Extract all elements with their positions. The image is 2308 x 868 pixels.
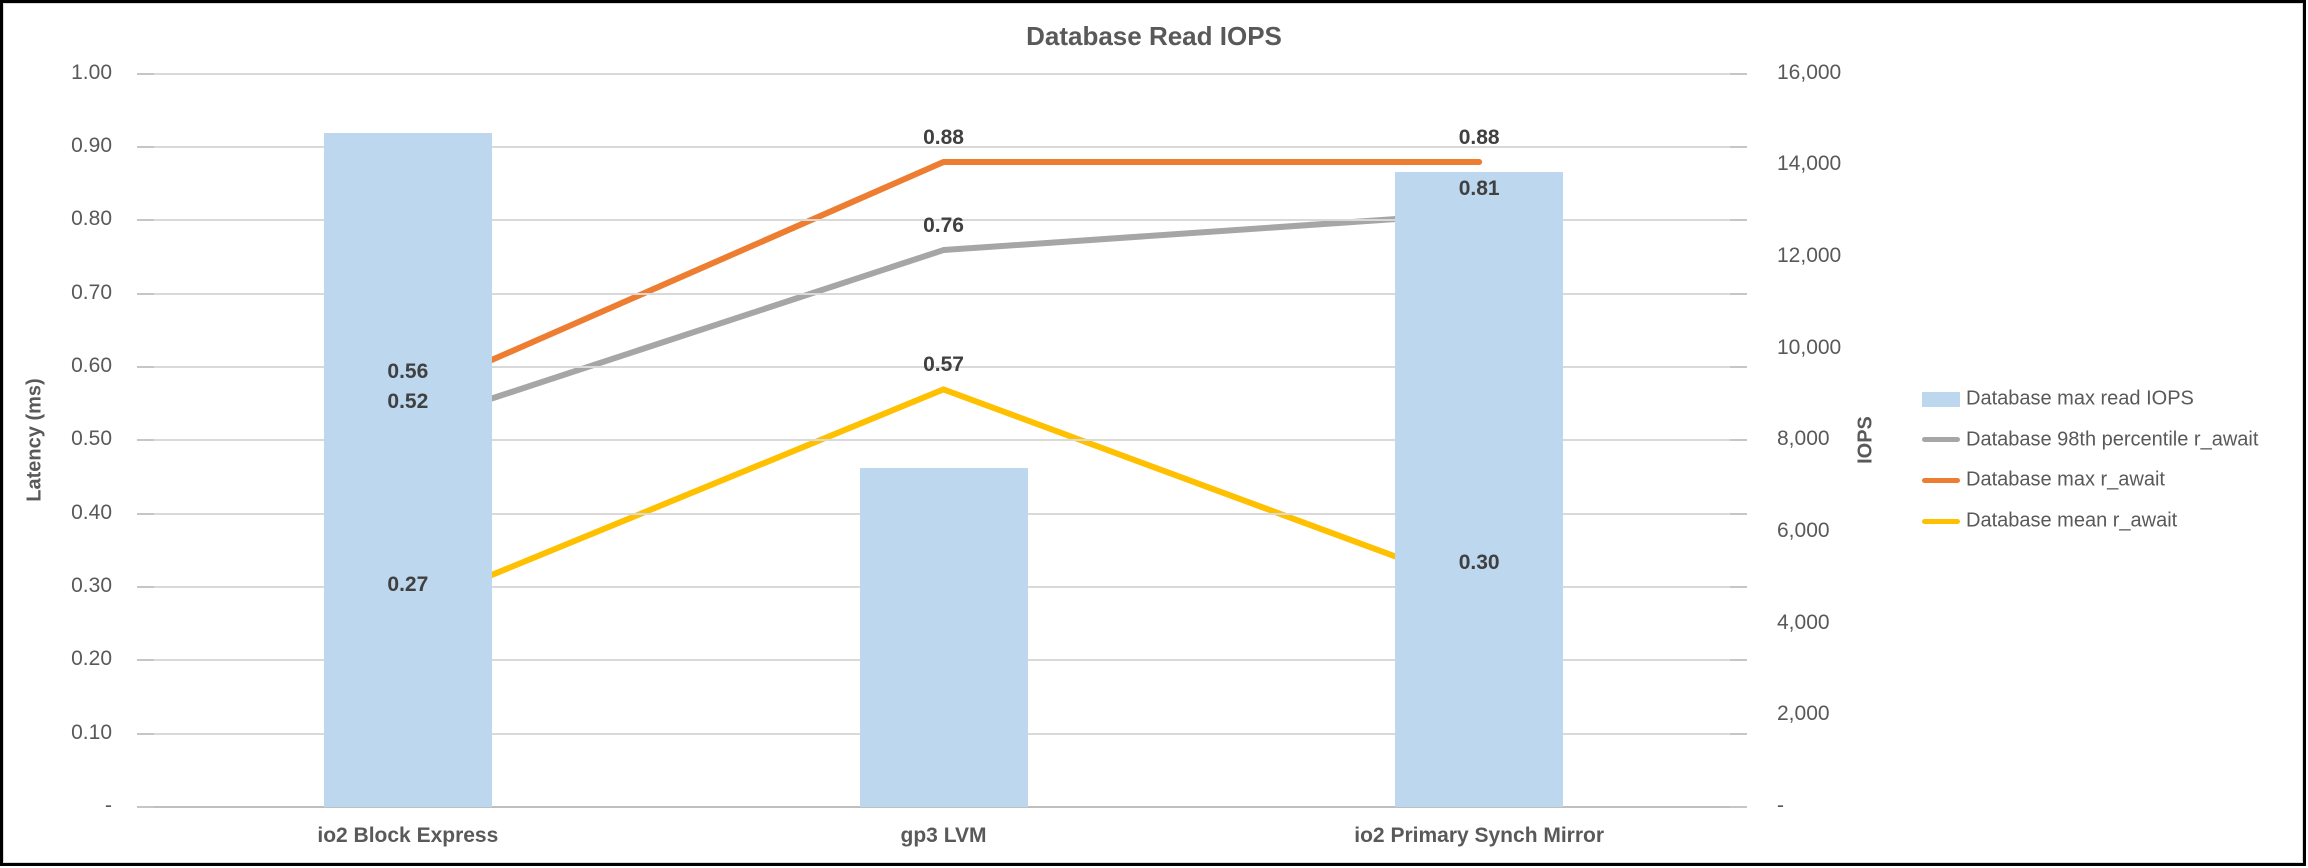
- right-axis-tick-label: 4,000: [1777, 610, 1830, 634]
- left-axis-tick: [137, 512, 154, 515]
- legend-swatch-database-max-read-iops: [1922, 391, 1960, 407]
- right-axis-tick: [1730, 439, 1747, 442]
- right-axis-tick: [1730, 659, 1747, 662]
- bar-io2-primary-synch-mirror: [1395, 172, 1564, 807]
- left-axis-tick: [137, 219, 154, 222]
- data-label-database-98th-percentile-r-await-gp3-lvm: 0.76: [923, 213, 964, 237]
- gridline: [140, 72, 1747, 75]
- gridline: [140, 219, 1747, 222]
- legend-label-database-max-read-iops: Database max read IOPS: [1966, 387, 2194, 410]
- gridline: [140, 439, 1747, 442]
- data-label-database-max-r-await-gp3-lvm: 0.88: [923, 125, 964, 149]
- gridline: [140, 365, 1747, 368]
- line-database-98th-percentile-r-await: [404, 209, 1483, 429]
- data-label-database-max-r-await-io2-primary-synch-mirror: 0.88: [1458, 125, 1500, 149]
- data-label-database-98th-percentile-r-await-io2-primary-synch-mirror: 0.81: [1458, 176, 1500, 200]
- left-axis-tick: [137, 72, 154, 75]
- right-axis-tick-label: 6,000: [1777, 518, 1830, 542]
- left-axis-tick-label: 0.80: [71, 207, 112, 231]
- left-axis-tick: [137, 292, 154, 295]
- chart-title: Database Read IOPS: [1026, 21, 1282, 51]
- right-axis-tick-label: 14,000: [1777, 152, 1842, 176]
- right-axis-tick: [1730, 145, 1747, 148]
- legend-label-database-mean-r-await: Database mean r_await: [1966, 509, 2178, 532]
- line-database-max-r-await: [404, 158, 1483, 400]
- category-label-io2-block-express: io2 Block Express: [317, 824, 499, 847]
- category-label-io2-primary-synch-mirror: io2 Primary Synch Mirror: [1354, 824, 1605, 847]
- bar-gp3-lvm: [859, 467, 1028, 807]
- category-label-gp3-lvm: gp3 LVM: [900, 824, 987, 847]
- data-label-database-mean-r-await-gp3-lvm: 0.57: [923, 352, 964, 376]
- right-axis-title: IOPS: [1854, 416, 1877, 464]
- chart-area: Database Read IOPS Latency (ms) IOPS 1.0…: [3, 3, 2303, 863]
- right-axis-tick: [1730, 219, 1747, 222]
- bar-io2-block-express: [323, 133, 492, 807]
- right-axis-tick-label: 12,000: [1777, 243, 1842, 267]
- left-axis-tick-label: 0.40: [71, 500, 112, 524]
- gridline: [140, 145, 1747, 148]
- gridline: [140, 292, 1747, 295]
- left-axis-tick: [137, 806, 154, 808]
- legend-label-database-98th-percentile-r-await: Database 98th percentile r_await: [1966, 428, 2259, 451]
- right-axis-tick: [1730, 585, 1747, 588]
- legend-label-database-max-r-await: Database max r_await: [1966, 468, 2165, 491]
- right-axis-tick-label: 2,000: [1777, 702, 1830, 726]
- left-axis-tick-label: 0.10: [71, 720, 112, 744]
- left-axis-tick: [137, 732, 154, 735]
- left-axis-tick: [137, 439, 154, 442]
- left-axis-tick-label: 0.50: [71, 427, 112, 451]
- right-axis-tick: [1730, 72, 1747, 75]
- line-database-mean-r-await: [404, 385, 1483, 612]
- right-axis-tick: [1730, 732, 1747, 735]
- left-axis-tick-label: 0.70: [71, 280, 112, 304]
- data-label-database-mean-r-await-io2-primary-synch-mirror: 0.30: [1458, 550, 1500, 574]
- right-axis-tick-label: 10,000: [1777, 335, 1842, 359]
- left-axis-tick-label: 0.30: [71, 573, 112, 597]
- legend-swatch-database-max-r-await: [1922, 477, 1960, 483]
- data-label-database-mean-r-await-io2-block-express: 0.27: [387, 572, 429, 596]
- data-label-database-98th-percentile-r-await-io2-block-express: 0.52: [387, 389, 429, 413]
- right-axis-tick-label: 16,000: [1777, 60, 1842, 84]
- right-axis-tick: [1730, 806, 1747, 808]
- legend-swatch-database-98th-percentile-r-await: [1922, 437, 1960, 443]
- left-axis-tick: [137, 659, 154, 662]
- left-axis-tick-label: 0.90: [71, 133, 112, 157]
- left-axis-tick-label: 0.20: [71, 647, 112, 671]
- left-axis-tick-label: 1.00: [71, 60, 112, 84]
- left-axis-tick: [137, 365, 154, 368]
- right-axis-tick: [1730, 512, 1747, 515]
- right-axis-tick-label: -: [1777, 794, 1784, 817]
- right-axis-tick-label: 8,000: [1777, 427, 1830, 451]
- left-axis-tick: [137, 145, 154, 148]
- data-label-database-max-r-await-io2-block-express: 0.56: [387, 360, 429, 384]
- left-axis-tick-label: -: [105, 794, 112, 817]
- gridline: [140, 806, 1747, 808]
- right-axis-tick: [1730, 292, 1747, 295]
- right-axis-tick: [1730, 365, 1747, 368]
- left-axis-tick-label: 0.60: [71, 353, 112, 377]
- legend-swatch-database-mean-r-await: [1922, 518, 1960, 524]
- left-axis-tick: [137, 585, 154, 588]
